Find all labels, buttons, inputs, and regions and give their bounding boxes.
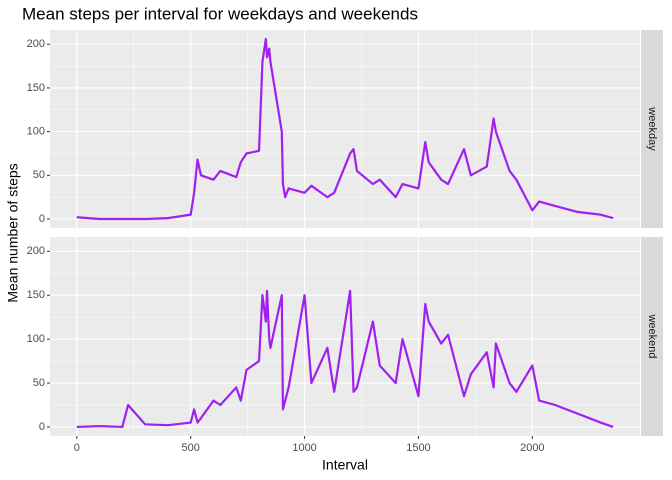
x-tick-label: 500: [182, 442, 200, 454]
y-tick-label: 150: [27, 82, 45, 94]
panel-background: [50, 30, 640, 228]
y-tick-label: 0: [39, 421, 45, 433]
y-tick-label: 100: [27, 126, 45, 138]
x-tick-label: 1000: [292, 442, 316, 454]
line: [76, 289, 614, 429]
y-tick-label: 100: [27, 333, 45, 345]
panel-background: [50, 237, 640, 436]
y-tick-label: 200: [27, 245, 45, 257]
strip-label: weekday: [646, 106, 658, 151]
line: [76, 37, 614, 221]
strip-label: weekend: [646, 313, 658, 358]
x-tick-label: 0: [74, 442, 80, 454]
y-tick-label: 0: [39, 213, 45, 225]
y-axis-title: Mean number of steps: [5, 163, 21, 302]
strip: [641, 30, 663, 228]
strip: [641, 237, 663, 436]
y-tick-label: 200: [27, 38, 45, 50]
x-tick-label: 2000: [520, 442, 544, 454]
y-tick-label: 50: [33, 377, 45, 389]
y-tick-label: 150: [27, 289, 45, 301]
x-tick-label: 1500: [406, 442, 430, 454]
chart-title: Mean steps per interval for weekdays and…: [22, 4, 418, 23]
x-axis-title: Interval: [322, 457, 368, 473]
y-tick-label: 50: [33, 169, 45, 181]
